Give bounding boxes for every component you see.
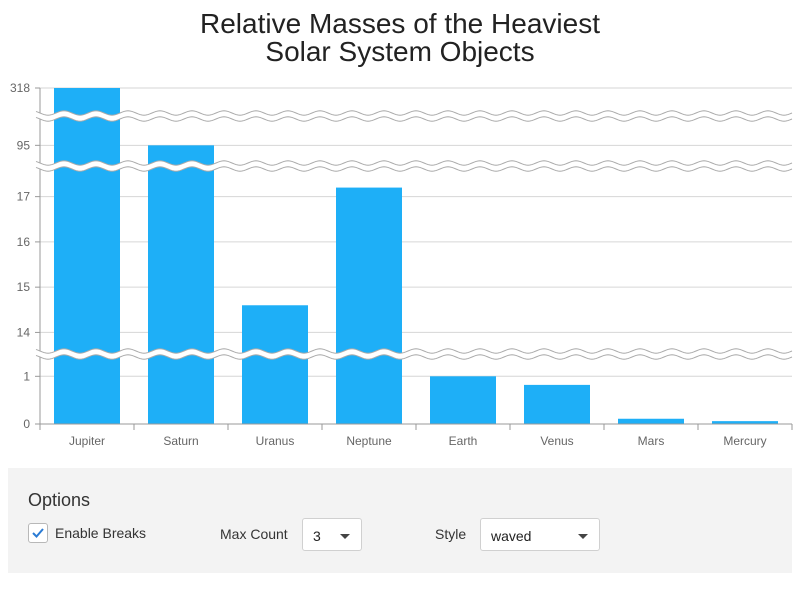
enable-breaks-label: Enable Breaks [55,525,147,541]
x-tick-label: Uranus [256,434,295,448]
axis-break-line [35,354,793,360]
axis-break-line [35,166,793,172]
y-tick-label: 17 [17,190,31,204]
y-tick-label: 318 [10,81,30,95]
style-label: Style [435,526,467,542]
x-tick-label: Neptune [346,434,392,448]
axis-break-line [35,110,793,116]
bar-venus [524,384,590,424]
x-tick-label: Earth [449,434,478,448]
axis-break-band [36,348,792,360]
enable-breaks-checkbox[interactable] [28,523,48,543]
x-tick-label: Mars [638,434,665,448]
options-panel: Options Enable Breaks Max Count 3 Style … [8,468,792,573]
y-tick-label: 14 [17,325,31,339]
axis-break-line [35,160,793,166]
chart-title-line-1: Relative Masses of the Heaviest [200,8,600,39]
chart-title: Relative Masses of the Heaviest Solar Sy… [0,10,800,66]
axis-break-line [35,348,793,354]
axis-break-band [36,110,792,122]
x-tick-label: Venus [540,434,573,448]
x-tick-label: Saturn [163,434,198,448]
style-value: waved [491,528,532,544]
chevron-down-icon [578,534,588,539]
y-tick-label: 95 [17,138,31,152]
max-count-select[interactable]: 3 [302,518,362,551]
x-tick-label: Mercury [723,434,766,448]
checkmark-icon [32,528,44,538]
axis-break-band [36,160,792,172]
bar-earth [430,376,496,424]
axis-break-line [35,116,793,122]
max-count-label: Max Count [220,526,288,542]
bar-neptune [336,187,402,424]
y-tick-label: 16 [17,235,31,249]
options-heading: Options [28,490,91,510]
bar-jupiter [54,88,120,424]
y-tick-label: 0 [23,417,30,431]
bar-saturn [148,145,214,425]
bar-chart: 0 1 14 15 16 17 95 318 Jupiter Saturn Uranus Neptun… [10,81,793,448]
max-count-value: 3 [313,528,321,544]
style-select[interactable]: waved [480,518,600,551]
bar-mars [618,418,684,424]
chart-title-line-2: Solar System Objects [265,36,535,67]
y-tick-label: 1 [23,369,30,383]
y-tick-label: 15 [17,280,31,294]
chevron-down-icon [340,534,350,539]
bar-mercury [712,421,778,424]
x-tick-label: Jupiter [69,434,105,448]
bar-uranus [242,305,308,424]
